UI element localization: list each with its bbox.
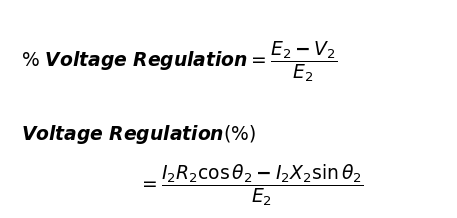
Text: $= \dfrac{\boldsymbol{I_2 R_2 \cos \theta_2 - I_2 X_2 \sin \theta_2}}{\boldsymbo: $= \dfrac{\boldsymbol{I_2 R_2 \cos \thet… [138,163,364,208]
Text: $\mathit{\boldsymbol{Voltage\ Regulation}}(\%)$: $\mathit{\boldsymbol{Voltage\ Regulation… [21,123,256,146]
Text: $\mathit{\%\ \boldsymbol{Voltage\ Regulation}} = \dfrac{\boldsymbol{E_2 - V_2}}{: $\mathit{\%\ \boldsymbol{Voltage\ Regula… [21,40,338,85]
